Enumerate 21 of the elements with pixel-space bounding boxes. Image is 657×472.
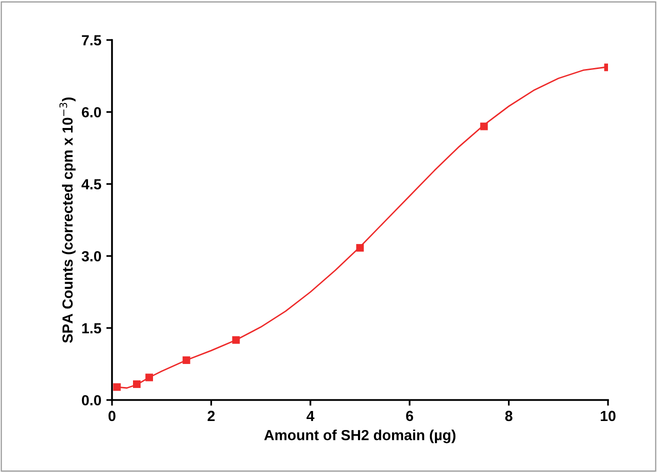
point [145, 374, 154, 382]
point [356, 244, 364, 252]
x-tick-label: 2 [208, 410, 215, 421]
x-tick-label: 8 [505, 410, 512, 422]
point [232, 336, 240, 344]
x-tick-label: 0 [108, 410, 116, 422]
y-tick-label: 4.5 [82, 179, 102, 190]
point [132, 380, 141, 388]
point [182, 356, 190, 364]
x-tick-label: 10 [600, 410, 616, 422]
y-tick-label: 6.0 [82, 107, 101, 118]
y-tick-label: 1.5 [82, 323, 102, 334]
y-tick-label: 0.0 [82, 395, 101, 406]
y-axis-title: SPA Counts (corrected cpm x 10$^{−3}$) [59, 97, 76, 343]
x-tick-label: 6 [406, 410, 414, 422]
point [113, 383, 121, 391]
y-tick-label: 7.5 [82, 35, 102, 46]
x-tick-label: 4 [306, 410, 314, 421]
point [480, 122, 488, 130]
y-tick-label: 3.0 [82, 251, 101, 262]
x-axis-title: Amount of SH2 domain (µg) [264, 430, 456, 444]
